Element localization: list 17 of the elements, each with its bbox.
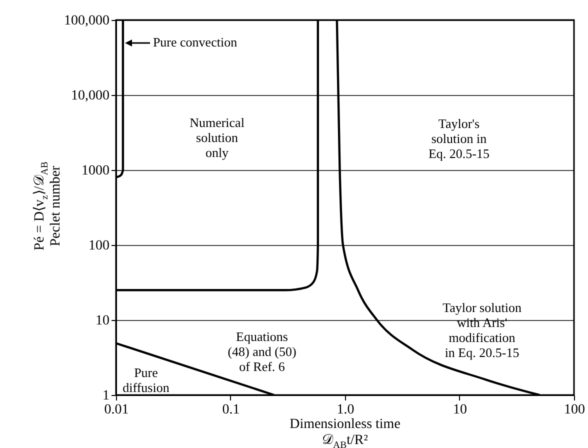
x-tick-label: 0.1	[222, 402, 240, 418]
y-tick-label: 100,000	[64, 14, 110, 28]
x-tick-label: 10	[453, 402, 467, 418]
annotation: Pure diffusion	[122, 365, 170, 395]
x-tick-label: 100	[564, 402, 585, 418]
x-tick-label: 0.01	[104, 402, 129, 418]
y-tick-label: 10,000	[71, 88, 110, 104]
y-tick-label: 100	[88, 238, 110, 254]
y-tick-label: 1000	[82, 164, 110, 178]
y-tick-label: 10	[96, 314, 110, 328]
y-tick-label: 1	[102, 388, 110, 404]
annotation: Pure convection	[152, 34, 238, 50]
annotation: Numerical solution only	[190, 115, 245, 160]
x-axis-title: Dimensionless time 𝒟$_{AB}$t/R²	[288, 417, 402, 448]
x-tick-label: 1.0	[336, 402, 354, 418]
annotation: Taylor's solution in Eq. 20.5-15	[428, 116, 490, 161]
annotation: Equations (48) and (50) of Ref. 6	[228, 329, 296, 374]
